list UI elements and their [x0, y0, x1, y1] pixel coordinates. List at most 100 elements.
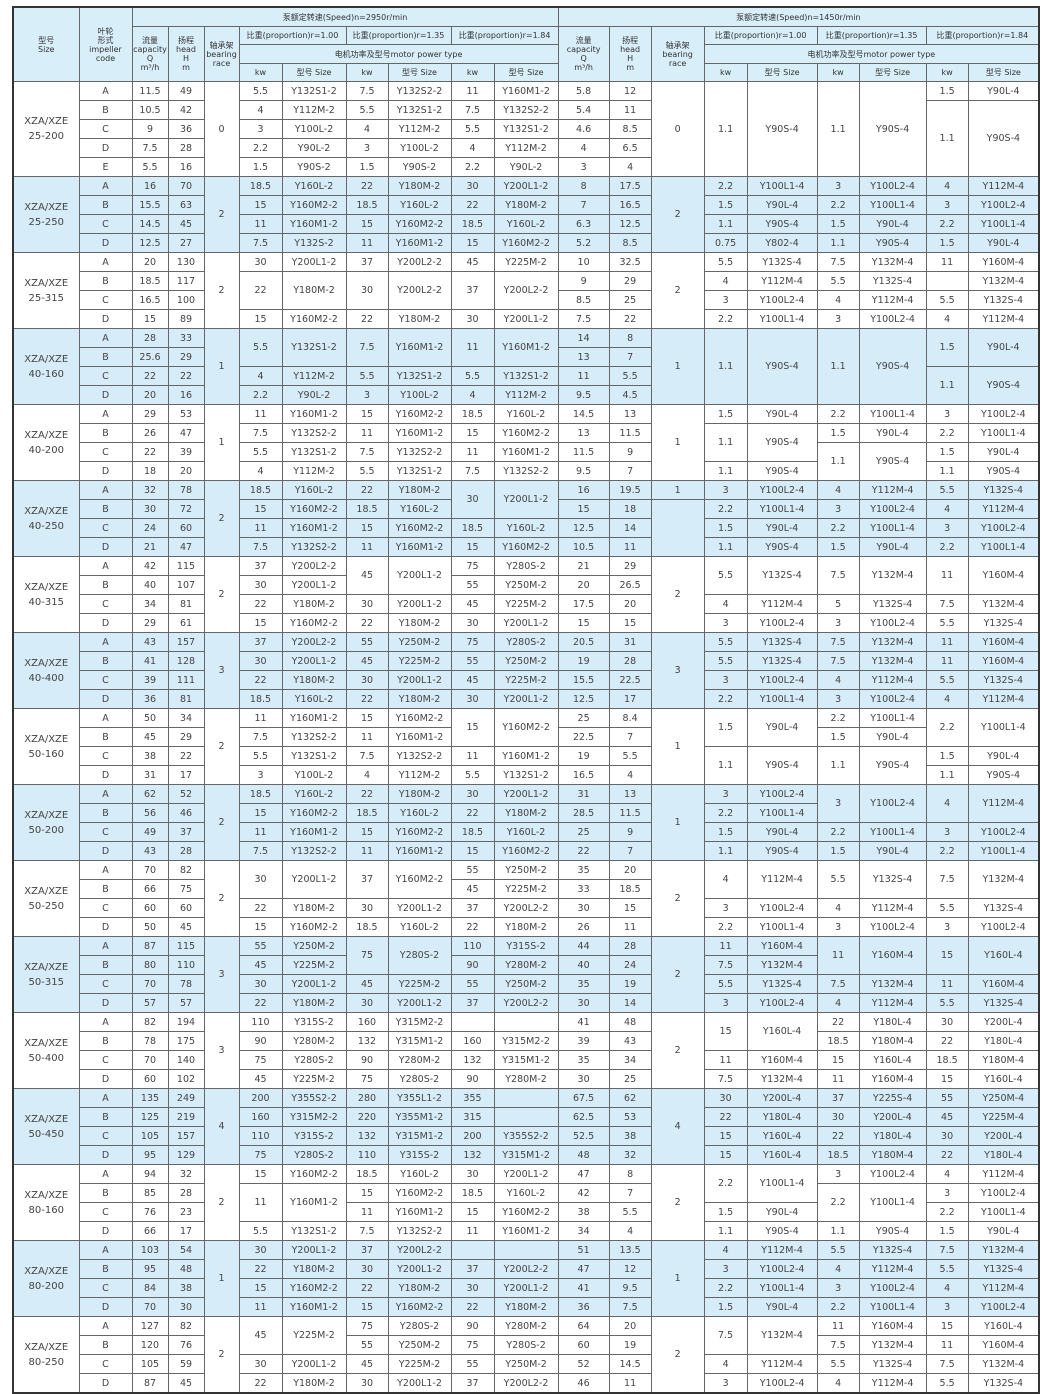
capacity-1450-cell: 13 — [557, 423, 610, 443]
table-row: D 95 129 75 Y280S-2 110 Y315S-2 132 Y315M1-2 48 32… — [13, 1145, 1040, 1165]
table-row: D 18 20 4 Y112M-2 5.5 Y132S1-2 7.5 Y132S2-2 9.5 7 1… — [13, 461, 1040, 481]
motor-r100-cell: Y200L2-2 — [281, 632, 347, 652]
kw-r184-cell: 18.5 — [450, 518, 495, 538]
motor-1450-r184-cell: Y132M-4 — [967, 594, 1040, 614]
head-1450-cell: 18.5 — [608, 879, 652, 899]
bearing-race-1450-cell: 1 — [650, 328, 705, 405]
impeller-code-cell: A — [78, 632, 133, 652]
kw-1450-r135-cell: 4 — [816, 670, 860, 690]
motor-r184-cell: Y160L-2 — [493, 822, 559, 842]
kw-r135-cell: 90 — [345, 1050, 389, 1070]
motor-1450-r135-cell: Y100L2-4 — [858, 784, 927, 823]
table-row: B 56 46 15 Y160M2-2 18.5 Y160L-2 22 Y180M-2 28.5 1… — [13, 803, 1039, 823]
motor-r100-cell: Y280S-2 — [281, 1050, 347, 1070]
pump-size: 50-200 — [28, 824, 64, 836]
pump-series: XZA/XZE — [24, 1037, 69, 1049]
capacity-1450-cell: 31 — [557, 784, 610, 804]
capacity-1450-cell: 60 — [557, 1335, 610, 1355]
capacity-cell: 87 — [131, 1373, 169, 1394]
table-row: XZA/XZE 40-160 A 28 33 1 5.5 Y132S1-2 7.5 Y160M1-… — [12, 328, 1040, 405]
capacity-cell: 45 — [131, 727, 169, 747]
kw-r135-cell: 18.5 — [345, 499, 389, 519]
kw-r184-cell: 15 — [450, 708, 495, 747]
motor-r184-cell: Y160L-2 — [493, 404, 559, 424]
impeller-code-cell: A — [78, 860, 133, 880]
motor-1450-r100-cell: Y90S-4 — [746, 328, 818, 405]
motor-r184-cell: Y132S1-2 — [493, 366, 559, 386]
motor-1450-r100-cell: Y90L-4 — [746, 708, 818, 747]
kw-r184-cell: 18.5 — [450, 214, 495, 234]
motor-r184-cell: Y200L1-2 — [493, 613, 559, 633]
table-row: D 57 57 22 Y180M-2 30 Y200L1-2 37 Y200L2-2 30 14 3 Y… — [13, 993, 1040, 1013]
kw-1450-r184-cell: 1.1 — [925, 461, 969, 481]
pump-size-cell: XZA/XZE 40-160 — [12, 328, 80, 405]
motor-r135-cell: Y160M1-2 — [387, 537, 452, 557]
motor-r135-cell: Y100L-2 — [387, 385, 452, 405]
head-1450-cell: 6.5 — [608, 138, 652, 158]
motor-1450-r184-cell: Y100L2-4 — [967, 917, 1040, 937]
capacity-1450-cell: 10 — [557, 252, 610, 272]
motor-r100-cell: Y180M-2 — [281, 993, 347, 1013]
kw-r184-cell: 110 — [450, 936, 495, 956]
head-1450-cell: 4 — [608, 157, 652, 177]
kw-1450-r100-cell: 22 — [703, 1107, 748, 1127]
motor-r100-cell: Y112M-2 — [281, 366, 347, 386]
head-1450-cell: 22 — [608, 309, 652, 329]
motor-1450-r135-cell: Y132M-4 — [858, 632, 927, 652]
capacity-1450-cell: 22.5 — [557, 727, 610, 747]
capacity-cell: 57 — [131, 993, 169, 1013]
kw-1450-r100-cell: 7.5 — [703, 955, 748, 975]
motor-r100-cell: Y132S1-2 — [281, 1221, 347, 1241]
kw-1450-r184-cell: 30 — [925, 1012, 969, 1032]
table-row: D 87 45 22 Y180M-2 30 Y200L1-2 37 Y200L2-2 46 11 3 Y… — [13, 1373, 1040, 1394]
motor-1450-r184-cell: Y90S-4 — [967, 461, 1040, 481]
kw-r100-cell: 30 — [238, 974, 283, 994]
head-1450-cell: 4 — [608, 765, 652, 785]
bearing-race-1450-cell: 2 — [650, 1164, 705, 1241]
motor-1450-r135-cell: Y90S-4 — [858, 328, 927, 405]
kw-r100-cell: 15 — [238, 1164, 283, 1184]
motor-1450-r135-cell: Y225S-4 — [858, 1088, 927, 1108]
header-bearing: 轴承架 bearing race — [650, 26, 705, 82]
kw-r135-cell: 5.5 — [345, 461, 389, 481]
motor-r184-cell: Y200L1-2 — [493, 176, 559, 196]
kw-1450-r184-cell: 7.5 — [925, 1354, 969, 1374]
impeller-code-cell: B — [78, 803, 133, 823]
kw-r100-cell: 7.5 — [238, 727, 283, 747]
kw-r135-cell: 7.5 — [345, 1221, 389, 1241]
kw-1450-r100-cell: 7.5 — [703, 1316, 748, 1355]
kw-r135-cell: 45 — [345, 556, 389, 595]
pump-size-cell: XZA/XZE 80-200 — [12, 1240, 80, 1317]
capacity-1450-cell: 15 — [557, 499, 610, 519]
motor-1450-r184-cell: Y90S-4 — [967, 765, 1040, 785]
capacity-cell: 40 — [131, 575, 169, 595]
kw-1450-r100-cell: 15 — [703, 1126, 748, 1146]
bearing-race-cell: 4 — [203, 1088, 240, 1165]
motor-1450-r184-cell: Y100L2-4 — [967, 404, 1040, 424]
kw-r135-cell: 75 — [345, 1316, 389, 1336]
kw-r135-cell: 3 — [345, 138, 389, 158]
kw-1450-r135-cell: 2.2 — [816, 822, 860, 842]
motor-1450-r100-cell: Y100L2-4 — [746, 670, 818, 690]
bearing-race-cell: 3 — [203, 1012, 240, 1089]
capacity-cell: 31 — [131, 765, 169, 785]
table-row: XZA/XZE 80-200 A 103 54 1 30 Y200L1-2 37 Y200L2-2… — [12, 1240, 1040, 1317]
motor-1450-r184-cell: Y90L-4 — [967, 81, 1040, 101]
motor-1450-r135-cell: Y160M-4 — [858, 936, 927, 975]
kw-1450-r184-cell: 2.2 — [925, 841, 969, 861]
motor-r184-cell: Y250M-2 — [493, 1354, 559, 1374]
impeller-code-cell: C — [78, 1278, 133, 1298]
table-row: D 43 28 7.5 Y132S2-2 11 Y160M1-2 15 Y160M2-2 22 7 1… — [13, 841, 1040, 861]
kw-r100-cell: 30 — [238, 860, 283, 899]
kw-r100-cell: 30 — [238, 1240, 283, 1260]
pump-series: XZA/XZE — [24, 961, 69, 973]
motor-1450-r100-cell: Y100L1-4 — [746, 1278, 818, 1298]
capacity-cell: 78 — [131, 1031, 169, 1051]
kw-1450-r100-cell: 3 — [703, 1259, 748, 1279]
motor-1450-r135-cell: Y90S-4 — [858, 442, 927, 481]
capacity-1450-cell: 62.5 — [557, 1107, 610, 1127]
kw-1450-r184-cell: 3 — [925, 195, 969, 215]
motor-1450-r184-cell: Y160M-4 — [967, 556, 1040, 595]
kw-1450-r135-cell: 3 — [816, 784, 860, 823]
table-row: D 29 61 15 Y160M2-2 22 Y180M-2 30 Y200L1-2 15 15 3 Y… — [13, 613, 1040, 633]
